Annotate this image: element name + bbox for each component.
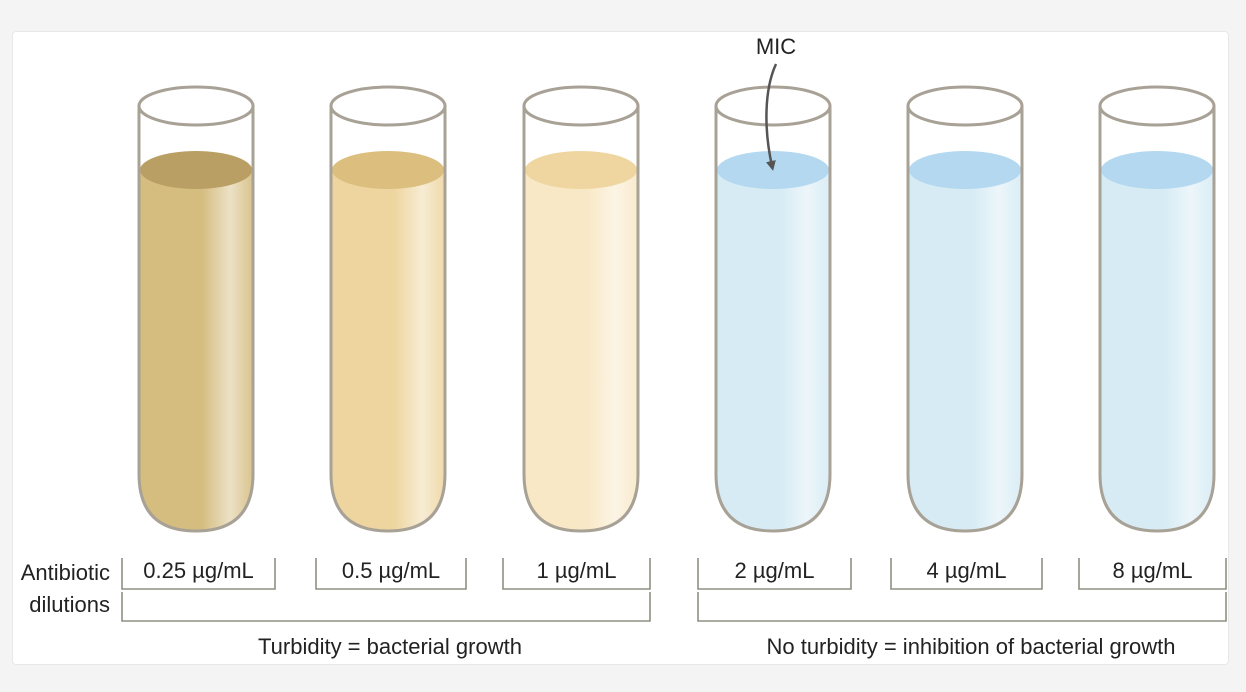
inhibition-group-bracket	[697, 592, 1227, 622]
concentration-label: 0.5 µg/mL	[342, 558, 440, 583]
concentration-bracket: 2 µg/mL	[697, 558, 852, 590]
liquid-surface	[909, 151, 1021, 189]
concentration-bracket: 4 µg/mL	[890, 558, 1043, 590]
mic-label: MIC	[756, 34, 796, 59]
tube-rim	[906, 85, 1024, 127]
concentration-label: 8 µg/mL	[1113, 558, 1193, 583]
bracket-line	[121, 558, 276, 590]
test-tube	[714, 85, 832, 533]
concentration-label: 0.25 µg/mL	[143, 558, 254, 583]
liquid-surface	[525, 151, 637, 189]
concentration-bracket: 0.25 µg/mL	[121, 558, 276, 590]
tube-rim	[1098, 85, 1216, 127]
liquid-surface	[332, 151, 444, 189]
concentration-label: 1 µg/mL	[537, 558, 617, 583]
tube-glass	[329, 106, 447, 533]
tube-glass	[137, 106, 255, 533]
test-tube	[906, 85, 1024, 533]
test-tube	[1098, 85, 1216, 533]
concentration-brackets: 0.25 µg/mL 0.5 µg/mL 1 µg/mL 2 µg/mL 4 µg/mL…	[121, 558, 1227, 590]
test-tube	[137, 85, 255, 533]
row-label-line1: Antibiotic	[21, 560, 110, 585]
tube-highlight	[139, 170, 253, 531]
tube-highlight	[524, 170, 638, 531]
concentration-bracket: 8 µg/mL	[1078, 558, 1227, 590]
inhibition-caption: No turbidity = inhibition of bacterial g…	[766, 634, 1175, 659]
concentration-label: 4 µg/mL	[927, 558, 1007, 583]
liquid-surface	[1101, 151, 1213, 189]
tube-glass	[714, 106, 832, 533]
bracket-line	[890, 558, 1043, 590]
row-label: Antibiotic dilutions	[21, 560, 110, 617]
growth-caption: Turbidity = bacterial growth	[258, 634, 522, 659]
group-brackets: Turbidity = bacterial growth No turbidit…	[121, 592, 1227, 659]
tube-glass	[1098, 106, 1216, 533]
concentration-label: 2 µg/mL	[735, 558, 815, 583]
tube-highlight	[331, 170, 445, 531]
tube-highlight	[716, 170, 830, 531]
bracket-line	[315, 558, 467, 590]
liquid-surface	[140, 151, 252, 189]
tube-rim	[522, 85, 640, 127]
row-label-line2: dilutions	[29, 592, 110, 617]
tube-rim	[137, 85, 255, 127]
liquid-surface	[717, 151, 829, 189]
tube-rim	[329, 85, 447, 127]
growth-group-bracket	[121, 592, 651, 622]
concentration-bracket: 1 µg/mL	[502, 558, 651, 590]
mic-annotation: MIC	[756, 34, 796, 171]
mic-arrow	[765, 63, 778, 171]
tube-rim	[714, 85, 832, 127]
tube-highlight	[1100, 170, 1214, 531]
tube-glass	[522, 106, 640, 533]
test-tube	[329, 85, 447, 533]
bracket-line	[1078, 558, 1227, 590]
concentration-bracket: 0.5 µg/mL	[315, 558, 467, 590]
test-tube	[522, 85, 640, 533]
bracket-line	[502, 558, 651, 590]
tube-glass	[906, 106, 1024, 533]
tube-highlight	[908, 170, 1022, 531]
test-tubes	[137, 85, 1216, 533]
bracket-line	[697, 558, 852, 590]
